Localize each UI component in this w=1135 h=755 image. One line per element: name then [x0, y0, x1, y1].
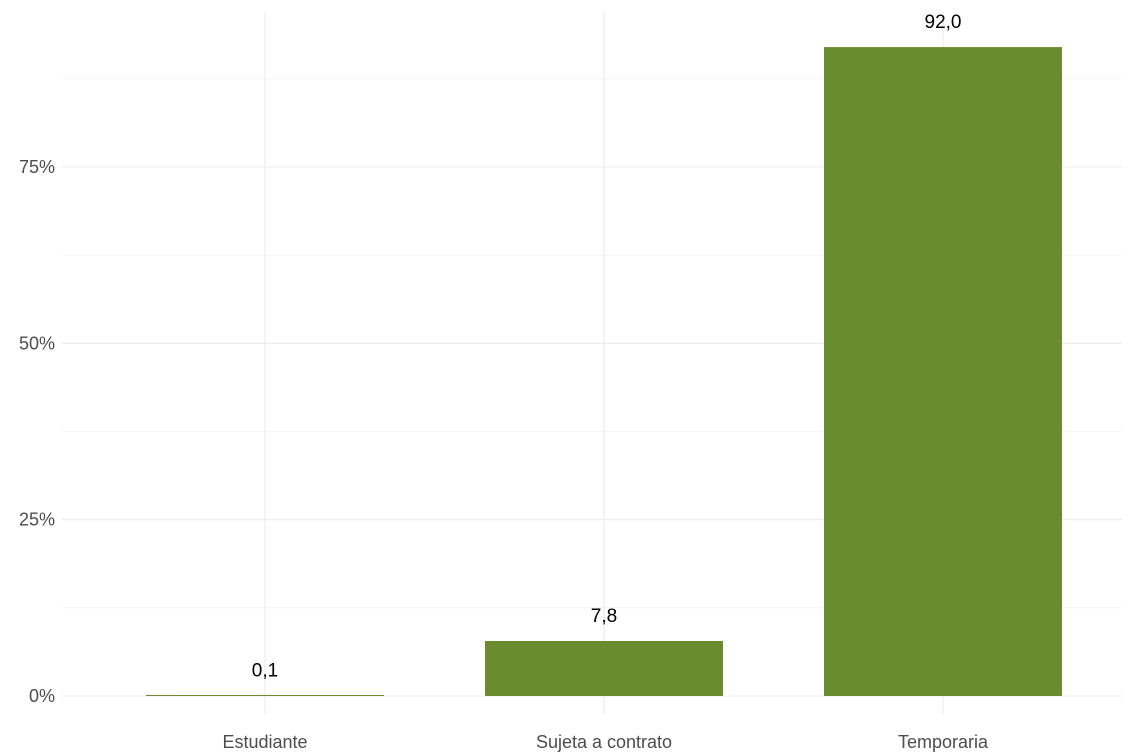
bar — [485, 640, 723, 696]
y-tick-label: 25% — [19, 510, 55, 530]
bars — [146, 47, 1062, 697]
data-labels: 0,1 7,8 92,0 — [252, 12, 962, 681]
x-tick-label: Estudiante — [222, 732, 307, 752]
data-label: 0,1 — [252, 660, 278, 681]
data-label: 92,0 — [925, 12, 962, 33]
data-label: 7,8 — [591, 606, 617, 627]
y-axis: 0% 25% 50% 75% — [19, 157, 55, 706]
x-tick-label: Sujeta a contrato — [536, 732, 672, 752]
y-tick-label: 50% — [19, 333, 55, 353]
bar — [146, 695, 384, 696]
x-tick-label: Temporaria — [898, 732, 989, 752]
x-axis: Estudiante Sujeta a contrato Temporaria — [222, 732, 989, 752]
bar — [824, 47, 1062, 697]
y-tick-label: 75% — [19, 157, 55, 177]
y-tick-label: 0% — [29, 686, 55, 706]
